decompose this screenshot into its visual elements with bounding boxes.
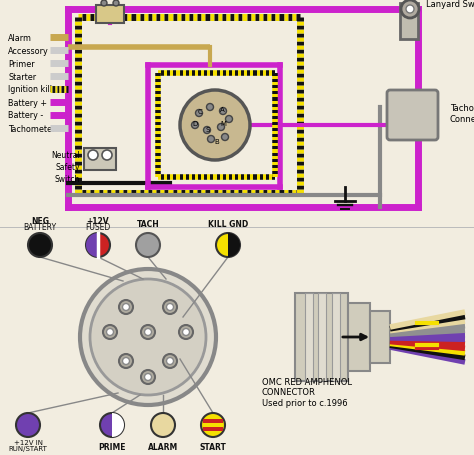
Bar: [96, 6, 124, 24]
Circle shape: [88, 151, 98, 161]
Bar: [332, 293, 340, 381]
Text: A: A: [219, 107, 224, 113]
Circle shape: [113, 1, 119, 7]
Circle shape: [103, 325, 117, 339]
Text: S: S: [206, 127, 210, 133]
Text: Ignition kill: Ignition kill: [8, 86, 52, 94]
Text: ALARM: ALARM: [148, 442, 178, 451]
Wedge shape: [86, 233, 98, 258]
Circle shape: [201, 413, 225, 437]
Bar: [400, 4, 418, 40]
Circle shape: [163, 300, 177, 314]
Text: C: C: [198, 109, 202, 115]
Text: RUN/START: RUN/START: [9, 445, 47, 451]
Bar: [0, 228, 474, 455]
Circle shape: [221, 134, 228, 141]
Circle shape: [145, 329, 152, 336]
Bar: [305, 293, 313, 381]
Circle shape: [141, 370, 155, 384]
Bar: [370, 311, 390, 363]
Text: OMC RED AMPHENOL
CONNECTOR
Used prior to c.1996: OMC RED AMPHENOL CONNECTOR Used prior to…: [262, 377, 352, 407]
Text: KILL GND: KILL GND: [208, 219, 248, 228]
Text: M: M: [220, 121, 226, 127]
Text: +12V IN: +12V IN: [13, 439, 43, 445]
Circle shape: [166, 358, 173, 365]
Bar: [318, 293, 326, 381]
Circle shape: [166, 304, 173, 311]
Circle shape: [207, 104, 213, 111]
Circle shape: [100, 413, 124, 437]
Text: Starter: Starter: [8, 72, 36, 81]
Circle shape: [406, 6, 414, 14]
Circle shape: [141, 325, 155, 339]
Text: +12V: +12V: [87, 217, 109, 226]
Circle shape: [102, 151, 112, 161]
Circle shape: [107, 329, 113, 336]
Text: BATTERY: BATTERY: [23, 222, 56, 232]
Text: Battery +: Battery +: [8, 98, 47, 107]
Circle shape: [182, 329, 190, 336]
Bar: [203, 427, 223, 431]
Circle shape: [195, 110, 202, 117]
Circle shape: [203, 127, 210, 134]
Wedge shape: [228, 233, 240, 258]
Text: Alarm: Alarm: [8, 33, 32, 42]
Circle shape: [216, 233, 240, 258]
Circle shape: [145, 374, 152, 381]
Text: Primer: Primer: [8, 59, 35, 68]
Circle shape: [16, 413, 40, 437]
Text: Lanyard Switch: Lanyard Switch: [426, 0, 474, 9]
Circle shape: [101, 1, 107, 7]
Circle shape: [119, 300, 133, 314]
Circle shape: [401, 1, 419, 19]
Circle shape: [28, 233, 52, 258]
Circle shape: [122, 358, 129, 365]
Circle shape: [219, 108, 227, 115]
Circle shape: [180, 91, 250, 161]
Circle shape: [86, 233, 110, 258]
Text: TACH: TACH: [137, 219, 159, 228]
Circle shape: [191, 122, 199, 129]
Circle shape: [151, 413, 175, 437]
Text: Battery -: Battery -: [8, 111, 43, 120]
Bar: [84, 149, 116, 171]
Circle shape: [122, 304, 129, 311]
Bar: [295, 293, 348, 381]
FancyBboxPatch shape: [387, 91, 438, 141]
Circle shape: [90, 279, 206, 395]
Wedge shape: [112, 413, 124, 437]
Text: Tachometer: Tachometer: [8, 124, 55, 133]
Circle shape: [119, 354, 133, 368]
Text: D: D: [192, 121, 198, 127]
Circle shape: [218, 124, 225, 131]
Bar: [0, 0, 474, 228]
Text: PRIME: PRIME: [98, 442, 126, 451]
Bar: [348, 303, 370, 371]
Circle shape: [136, 233, 160, 258]
Circle shape: [163, 354, 177, 368]
Bar: [203, 419, 223, 423]
Circle shape: [226, 116, 233, 123]
Circle shape: [208, 136, 215, 143]
Text: START: START: [200, 442, 227, 451]
Circle shape: [179, 325, 193, 339]
Circle shape: [80, 269, 216, 405]
Text: Neutral
Safety
Switch: Neutral Safety Switch: [51, 151, 80, 183]
Text: Accessory: Accessory: [8, 46, 49, 56]
Text: B: B: [215, 139, 219, 145]
Text: Tachometer
Connector: Tachometer Connector: [450, 104, 474, 123]
Text: FUSED: FUSED: [85, 222, 110, 232]
Text: NEG: NEG: [31, 217, 49, 226]
